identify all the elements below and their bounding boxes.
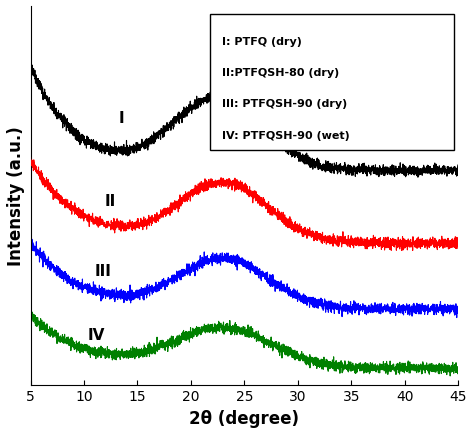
X-axis label: 2θ (degree): 2θ (degree): [190, 409, 300, 427]
Text: III: III: [95, 263, 112, 278]
Text: I: I: [118, 111, 124, 125]
Y-axis label: Intensity (a.u.): Intensity (a.u.): [7, 126, 25, 266]
Text: II: II: [105, 194, 116, 209]
Text: IV: IV: [88, 328, 106, 342]
